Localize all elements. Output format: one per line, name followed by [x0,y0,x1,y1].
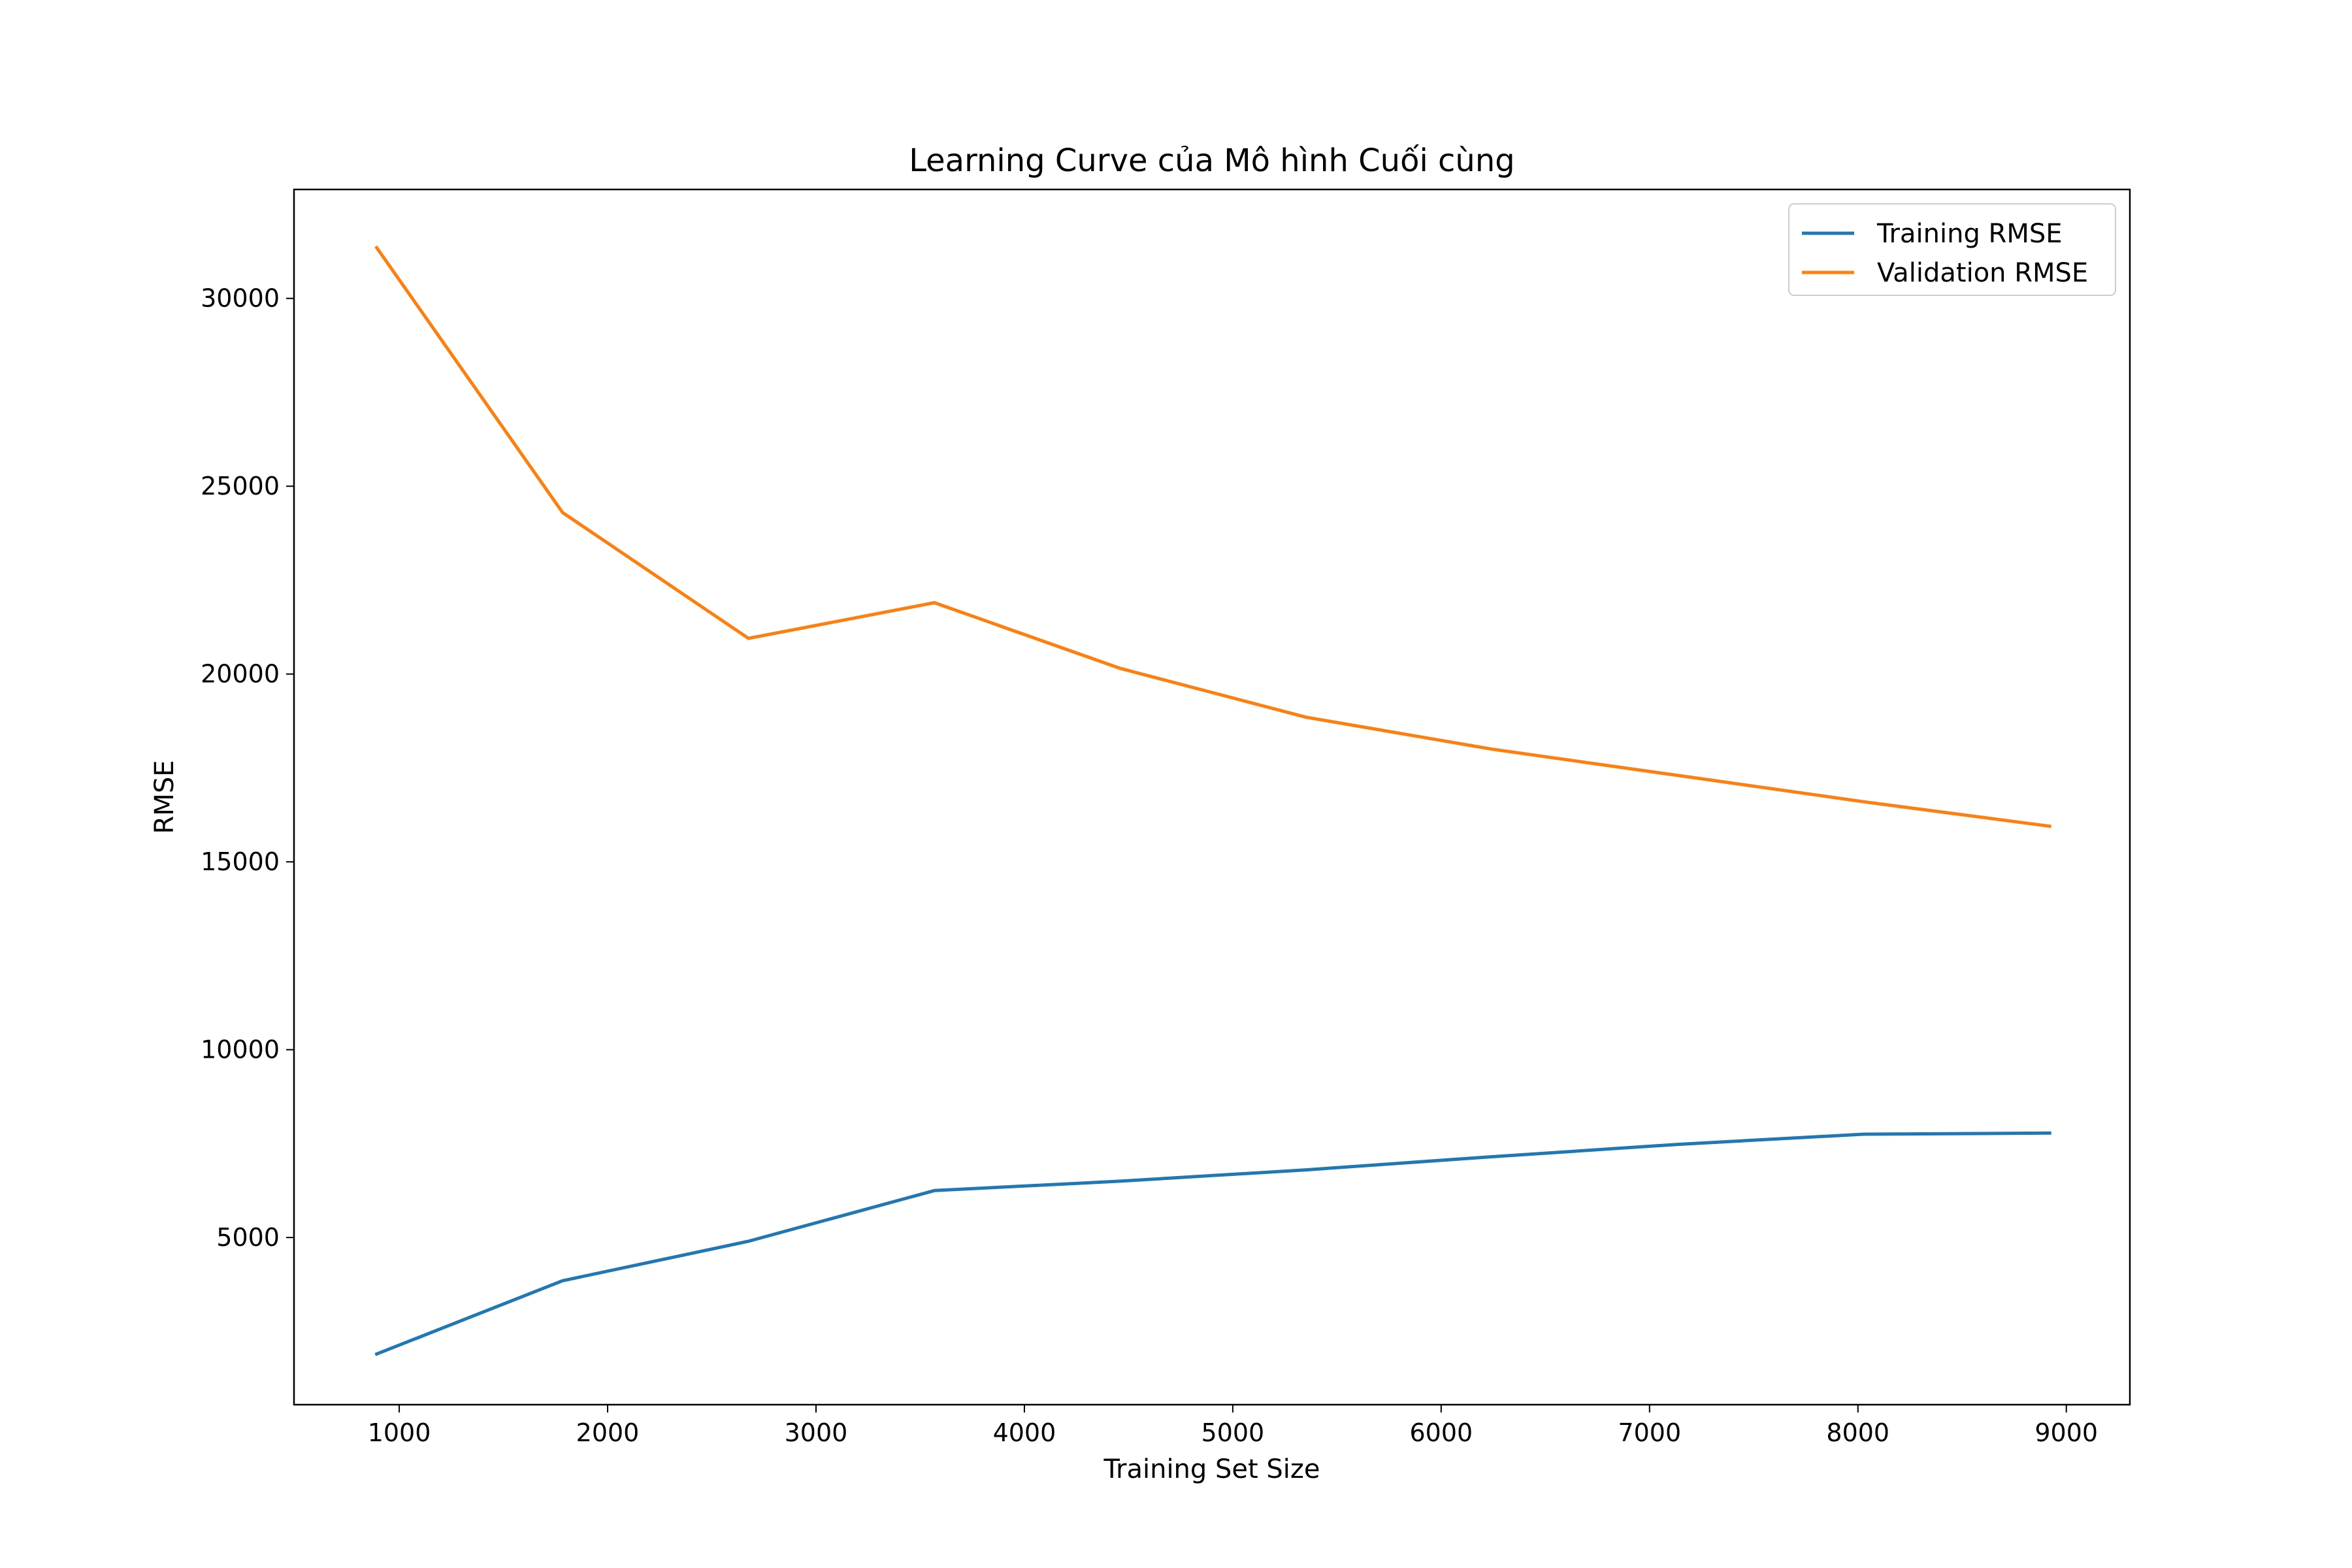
x-tick-label: 6000 [1409,1418,1473,1447]
legend-label-validation-rmse: Validation RMSE [1877,258,2088,288]
x-tick-label: 3000 [785,1418,848,1447]
legend-box [1788,203,2116,296]
chart-title: Learning Curve của Mô hình Cuối cùng [909,142,1515,179]
y-tick-label: 30000 [201,284,280,313]
y-tick-label: 10000 [201,1036,280,1064]
y-tick-label: 15000 [201,847,280,876]
x-tick-label: 4000 [993,1418,1056,1447]
x-axis-label: Training Set Size [1103,1454,1320,1484]
y-tick-label: 5000 [216,1223,280,1252]
y-tick-label: 25000 [201,472,280,500]
x-tick-label: 5000 [1201,1418,1265,1447]
validation-rmse-line [374,245,2052,828]
y-axis-label: RMSE [150,760,180,834]
x-tick-label: 1000 [368,1418,431,1447]
ticks-layer: 1000 2000 3000 4000 5000 6000 7000 8000 9000 5000… [201,284,2098,1447]
legend-label-training-rmse: Training RMSE [1876,219,2063,249]
x-tick-label: 9000 [2034,1418,2098,1447]
x-tick-label: 8000 [1826,1418,1889,1447]
plot-frame [293,188,2131,1406]
series-layer [374,245,2052,1356]
x-tick-label: 7000 [1618,1418,1681,1447]
legend: Training RMSE Validation RMSE [1788,203,2116,296]
training-rmse-line [374,1131,2051,1356]
x-tick-label: 2000 [576,1418,640,1447]
y-tick-label: 20000 [201,660,280,689]
